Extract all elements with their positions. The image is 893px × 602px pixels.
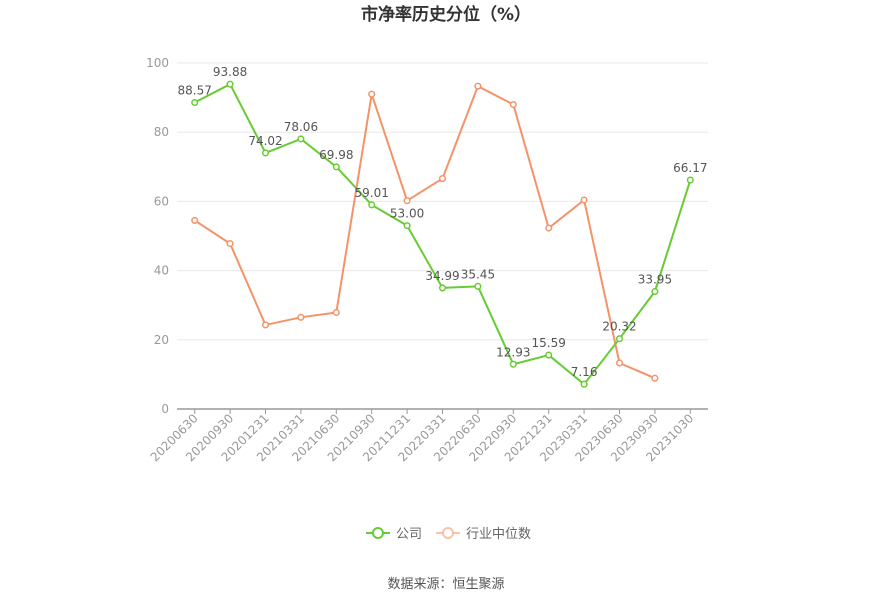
grid-lines xyxy=(177,62,708,341)
legend-item: 公司 xyxy=(366,527,422,542)
y-tick-label: 100 xyxy=(146,56,169,70)
series-line-1 xyxy=(194,85,656,380)
data-point xyxy=(615,359,624,367)
data-label: 7.16 xyxy=(571,365,598,379)
data-point xyxy=(615,335,624,343)
data-point xyxy=(191,216,199,224)
data-point xyxy=(332,308,340,317)
chart-title: 市净率历史分位（%） xyxy=(361,4,531,25)
legend-marker xyxy=(372,527,384,539)
data-point xyxy=(580,196,588,204)
data-label: 88.57 xyxy=(178,84,212,98)
data-label: 74.02 xyxy=(248,134,282,148)
data-point xyxy=(368,201,376,209)
data-point xyxy=(474,82,482,90)
data-label: 15.59 xyxy=(532,336,566,350)
x-axis: 2020063020200930202012312021033120210630… xyxy=(148,408,708,464)
data-point xyxy=(261,149,270,157)
data-label: 53.00 xyxy=(390,207,424,221)
y-tick-label: 40 xyxy=(154,264,169,278)
data-label: 12.93 xyxy=(496,345,530,359)
data-point xyxy=(403,222,411,230)
y-tick-label: 0 xyxy=(161,402,169,416)
legend-item: 行业中位数 xyxy=(436,527,531,542)
data-label: 34.99 xyxy=(425,269,459,283)
data-point xyxy=(438,284,447,292)
data-point xyxy=(297,313,305,321)
y-tick-label: 20 xyxy=(154,333,169,347)
data-point xyxy=(545,224,553,232)
data-point xyxy=(226,240,234,248)
data-point xyxy=(438,175,447,183)
data-label: 20.32 xyxy=(602,320,636,334)
data-label: 69.98 xyxy=(319,148,353,162)
data-point xyxy=(651,374,659,382)
data-point xyxy=(368,90,376,98)
data-point xyxy=(580,380,588,388)
series-line-0 xyxy=(194,83,692,386)
series-layer xyxy=(191,80,694,388)
data-source-note: 数据来源：恒生聚源 xyxy=(387,577,504,592)
legend-label: 行业中位数 xyxy=(466,527,531,542)
data-point xyxy=(509,360,517,368)
data-label: 59.01 xyxy=(355,186,389,200)
data-point xyxy=(474,282,482,290)
data-point xyxy=(403,197,411,205)
data-point xyxy=(651,287,659,296)
legend: 公司 行业中位数 xyxy=(366,527,531,542)
data-label: 35.45 xyxy=(461,267,495,281)
y-axis: 0 20 40 60 80 100 xyxy=(146,56,169,416)
data-point xyxy=(297,135,305,143)
data-point xyxy=(686,176,694,184)
data-point xyxy=(545,351,553,359)
data-label: 78.06 xyxy=(284,120,318,134)
legend-label: 公司 xyxy=(396,527,422,542)
data-label: 66.17 xyxy=(673,161,707,175)
data-label: 93.88 xyxy=(213,65,247,79)
data-point xyxy=(261,321,270,329)
legend-marker xyxy=(442,527,454,539)
y-tick-label: 60 xyxy=(154,194,169,208)
y-tick-label: 80 xyxy=(154,125,169,139)
data-point xyxy=(509,100,517,109)
data-point xyxy=(332,163,340,171)
data-point xyxy=(191,98,199,107)
data-label: 33.95 xyxy=(638,273,672,287)
data-point xyxy=(226,80,234,88)
